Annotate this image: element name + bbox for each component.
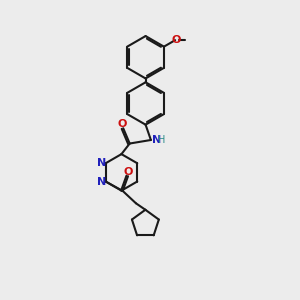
Text: N: N	[97, 158, 106, 168]
Text: N: N	[97, 177, 106, 187]
Text: O: O	[172, 35, 181, 45]
Text: N: N	[152, 135, 161, 145]
Text: O: O	[118, 119, 127, 129]
Text: O: O	[123, 167, 133, 177]
Text: H: H	[158, 135, 165, 145]
